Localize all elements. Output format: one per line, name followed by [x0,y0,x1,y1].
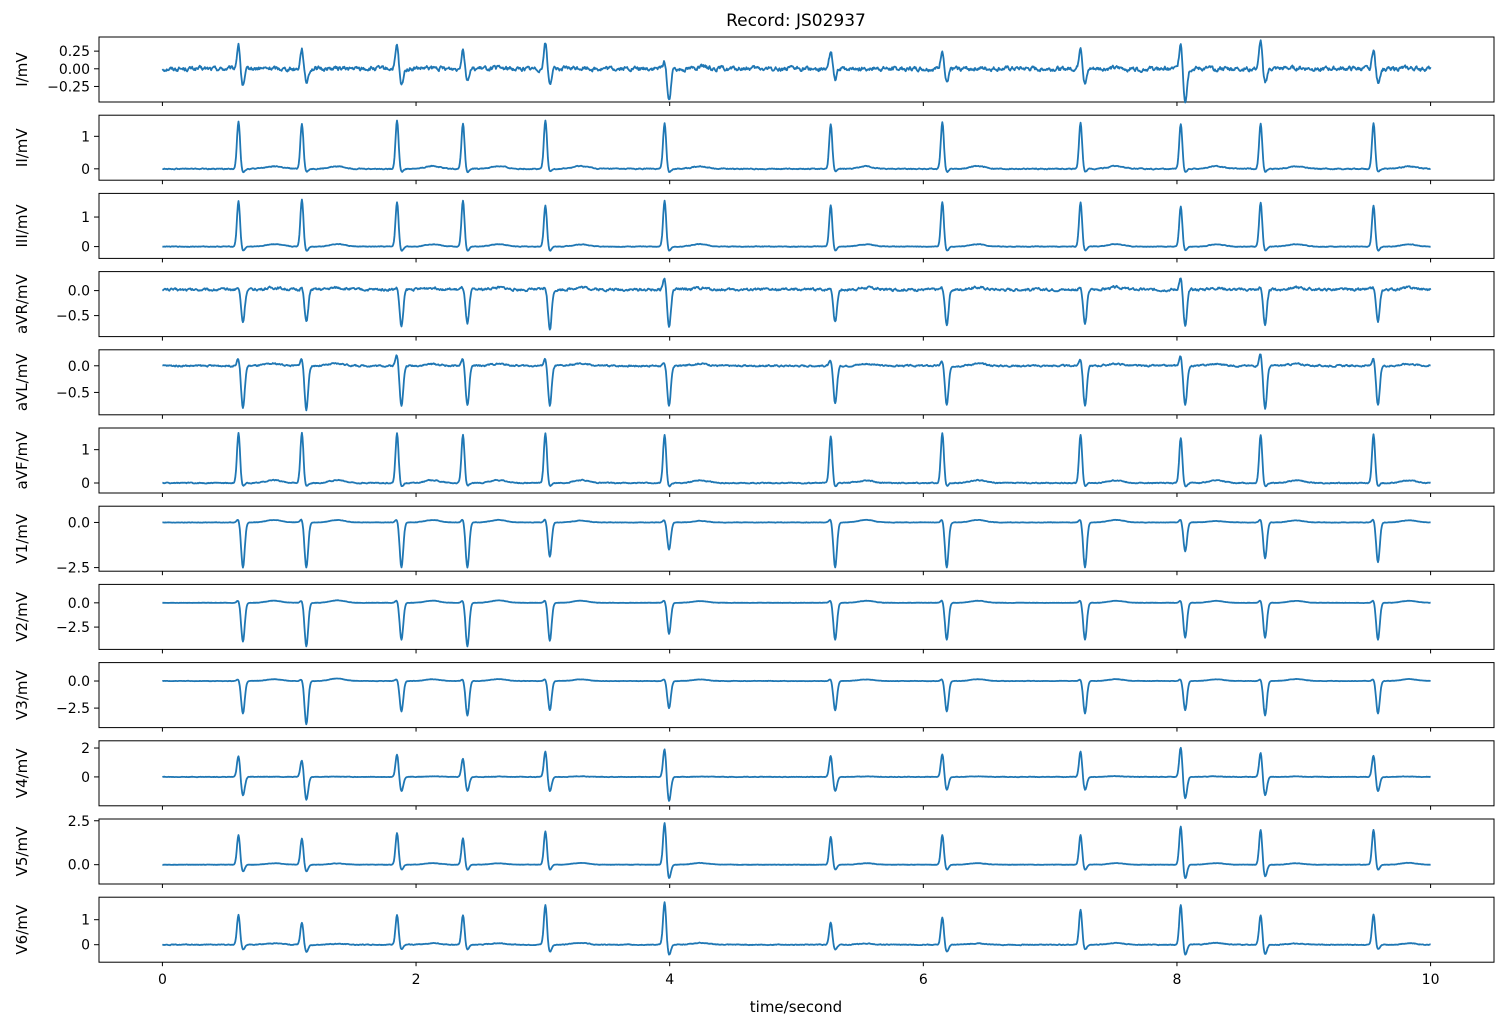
ecg-trace [162,746,1431,802]
y-axis-label: V4/mV [13,748,31,798]
y-axis-label: V1/mV [13,513,31,563]
panel-frame [98,36,1495,103]
lead-panel: 0.0 −2.5 V2/mV [13,583,1495,654]
lead-panel: 0.25 0.00−0.25 I/mV [13,36,1495,106]
y-axis-label: aVF/mV [13,431,31,490]
ecg-trace [162,677,1431,726]
ecg-trace [162,198,1431,252]
panel-frame [98,662,1495,729]
ecg-trace [161,901,1431,956]
ecg-trace [162,431,1431,488]
lead-panel: 0.0 −2.5 V1/mV [13,505,1495,577]
x-tick-label: 0 [158,972,167,988]
ecg-trace [162,822,1431,879]
y-tick-label: 0.0 [68,284,90,300]
panel-frame [98,896,1495,963]
lead-panel: 0.0 −0.5 aVR/mV [13,271,1495,341]
y-axis-label: II/mV [13,128,31,168]
lead-panel: 2.5 0.0 V5/mV [13,814,1495,888]
ecg-trace [162,119,1431,174]
lead-panel: 1 0 II/mV [13,114,1495,185]
panel-frame [98,427,1495,494]
chart-title: Record: JS02937 [726,11,866,31]
y-tick-label: 1 [81,210,90,226]
y-tick-label: −0.5 [56,309,90,325]
x-axis-label: time/second [750,998,842,1016]
lead-panel: 1 0 III/mV [13,192,1495,263]
ecg-trace [162,599,1431,648]
y-axis-label: aVR/mV [13,273,31,334]
panel-frame [98,818,1495,885]
panel-frame [98,271,1495,338]
lead-panel: 0.0 −2.5 V3/mV [13,662,1495,732]
lead-panel: 2 0 V4/mV [13,740,1495,810]
y-tick-label: 1 [81,443,90,459]
ecg-trace [162,353,1431,412]
y-tick-label: 0.0 [68,674,90,690]
panel-frame [98,583,1495,650]
y-axis-label: aVL/mV [13,353,31,411]
y-axis-label: V2/mV [13,591,31,641]
x-tick-label: 8 [1172,972,1181,988]
lead-panel: 0.0 −0.5 aVL/mV [13,349,1495,419]
y-tick-label: 0.0 [68,858,90,874]
lead-panel: 1 0 aVF/mV [13,427,1495,497]
y-axis-label: III/mV [13,204,31,248]
y-tick-label: −2.5 [56,701,90,717]
y-tick-label: 1 [81,913,90,929]
y-axis-label: V3/mV [13,669,31,719]
lead-panel: 1 0 V6/mV [13,896,1495,967]
y-tick-label: 0 [81,938,90,954]
y-tick-label: −2.5 [56,620,90,636]
y-tick-label: 2.5 [68,814,90,830]
x-tick-label: 4 [665,972,674,988]
y-tick-label: 0 [81,476,90,492]
panel-frame [98,505,1495,572]
ecg-trace [161,277,1432,331]
y-tick-label: 0.00 [59,62,90,78]
y-tick-label: 1 [81,129,90,145]
x-tick-label: 6 [919,972,928,988]
ecg-trace [162,518,1431,569]
y-axis-label: V6/mV [13,904,31,954]
y-tick-label: 0 [81,162,90,178]
y-tick-label: −0.5 [56,385,90,401]
panel-frame [98,114,1495,181]
y-tick-label: 0 [81,240,90,256]
x-axis: 0 2 4 6 8 10 [158,972,1440,988]
y-tick-label: −0.25 [47,79,90,95]
y-axis-label: I/mV [13,52,31,87]
panel-frame [98,349,1495,416]
y-tick-label: −2.5 [56,561,90,577]
ecg-trace [161,39,1432,104]
panel-frame [98,740,1495,807]
y-tick-label: 2 [81,741,90,757]
y-tick-label: 0.0 [68,515,90,531]
y-tick-label: 0.0 [68,596,90,612]
lead-panels: 0.250.00−0.25I/mV10II/mV10III/mV0.0−0.5a… [13,36,1495,967]
y-axis-label: V5/mV [13,826,31,876]
y-tick-label: 0.0 [68,359,90,375]
y-tick-label: 0.25 [59,44,90,60]
x-tick-label: 2 [412,972,421,988]
x-tick-label: 10 [1422,972,1440,988]
y-tick-label: 0 [81,770,90,786]
panel-frame [98,192,1495,259]
